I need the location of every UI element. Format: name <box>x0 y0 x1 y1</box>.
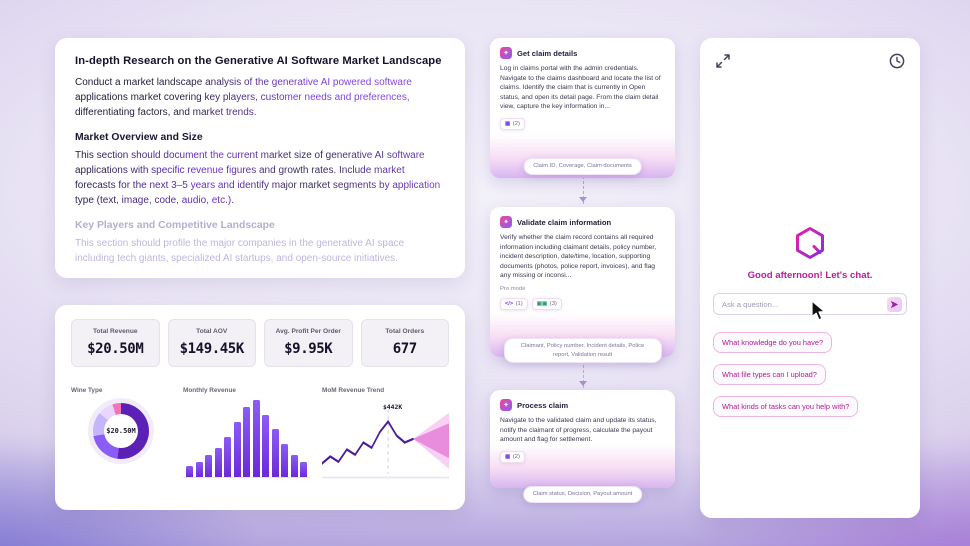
step-title: Process claim <box>517 400 569 410</box>
bar <box>290 454 298 477</box>
bar <box>195 462 203 477</box>
step-header: ✦ Process claim <box>490 390 675 416</box>
paper-plane-icon <box>890 300 899 308</box>
document-card: In-depth Research on the Generative AI S… <box>55 38 465 278</box>
code-icon: </> <box>505 300 514 307</box>
kpi-avg-profit: Avg. Profit Per Order $9.95K <box>264 319 353 367</box>
step-badges: ▦ (2) <box>490 112 675 140</box>
kpi-value: $149.45K <box>179 341 245 357</box>
donut-center-label: $20.50M <box>106 427 136 435</box>
charts-row: Wine Type $20.50M Monthly Revenue MoM Re… <box>71 387 449 491</box>
monthly-revenue-chart: Monthly Revenue <box>183 387 310 491</box>
suggestion-chip-file-types[interactable]: What file types can I upload? <box>713 364 826 385</box>
workflow-step-process-claim[interactable]: ✦ Process claim Navigate to the validate… <box>490 390 675 488</box>
step-badges: ▦ (2) <box>490 445 675 473</box>
monthly-revenue-bars <box>183 400 310 478</box>
section-heading-key-players: Key Players and Competitive Landscape <box>75 220 275 231</box>
bar <box>271 429 279 477</box>
connector-badge[interactable]: ▦ (2) <box>500 117 525 130</box>
connector-badge[interactable]: ▦ (2) <box>500 450 525 463</box>
kpi-total-orders: Total Orders 677 <box>360 319 449 367</box>
step-sparkle-icon: ✦ <box>500 216 512 228</box>
step-output-pill: Claim status, Decision, Payout amount <box>522 486 643 503</box>
mom-revenue-trend-chart: MoM Revenue Trend $442K <box>322 387 449 491</box>
kpi-row: Total Revenue $20.50M Total AOV $149.45K… <box>71 319 449 367</box>
chat-input-row <box>713 293 907 315</box>
document-intro: Conduct a market landscape analysis of t… <box>75 75 445 120</box>
workflow-step-validate-claim[interactable]: ✦ Validate claim information Verify whet… <box>490 207 675 357</box>
dashboard-card: Total Revenue $20.50M Total AOV $149.45K… <box>55 305 465 510</box>
kpi-label: Avg. Profit Per Order <box>275 328 341 335</box>
section-body-market-overview: This section should document the current… <box>75 148 445 208</box>
section-heading-market-overview: Market Overview and Size <box>75 132 203 143</box>
step-header: ✦ Get claim details <box>490 38 675 64</box>
step-title: Validate claim information <box>517 217 612 227</box>
chat-greeting: Good afternoon! Let's chat. <box>747 270 873 281</box>
trend-annotation: $442K <box>382 403 403 411</box>
bar <box>205 454 212 477</box>
step-header: ✦ Validate claim information <box>490 207 675 233</box>
bar <box>262 414 269 477</box>
workflow-step-get-claim-details[interactable]: ✦ Get claim details Log in claims portal… <box>490 38 675 178</box>
suggestion-chips: What knowledge do you have? What file ty… <box>713 332 907 428</box>
step-sparkle-icon: ✦ <box>500 399 512 411</box>
kpi-value: $20.50M <box>87 341 144 357</box>
step-description: Navigate to the validated claim and upda… <box>500 417 657 444</box>
badge-count: (1) <box>515 300 523 307</box>
bar <box>186 466 193 477</box>
bar <box>214 447 222 477</box>
bar <box>300 462 307 477</box>
chart-title: Monthly Revenue <box>183 387 236 394</box>
badge-count: (2) <box>512 453 520 460</box>
bar <box>252 400 260 477</box>
history-clock-icon[interactable] <box>888 52 906 70</box>
badge-count: (2) <box>512 120 520 127</box>
expand-icon[interactable] <box>714 52 732 70</box>
donut-wrap: $20.50M <box>71 397 171 459</box>
kpi-label: Total AOV <box>196 328 228 335</box>
step-title: Get claim details <box>517 48 578 58</box>
chart-title: MoM Revenue Trend <box>322 387 385 394</box>
step-output-pill: Claimant, Policy number, Incident detail… <box>503 338 662 364</box>
chat-question-input[interactable] <box>722 299 883 309</box>
step-badges: </> (1) ▣▣ (3) <box>490 292 675 320</box>
kpi-label: Total Orders <box>385 328 425 335</box>
kpi-total-revenue: Total Revenue $20.50M <box>71 319 160 367</box>
checks-badge[interactable]: ▣▣ (3) <box>531 297 562 310</box>
badge-count: (3) <box>549 300 557 307</box>
trend-chart-svg <box>322 409 449 479</box>
section-body-key-players: This section should profile the major co… <box>75 238 405 264</box>
kpi-label: Total Revenue <box>92 328 138 335</box>
bar <box>243 407 250 477</box>
workflow-column: ✦ Get claim details Log in claims portal… <box>490 38 675 508</box>
kpi-value: 677 <box>392 341 417 357</box>
wine-type-donut: $20.50M <box>93 403 149 459</box>
suggestion-chip-knowledge[interactable]: What knowledge do you have? <box>713 332 833 353</box>
suggestion-chip-tasks[interactable]: What kinds of tasks can you help with? <box>713 396 859 417</box>
chat-panel: Good afternoon! Let's chat. What knowled… <box>700 38 920 518</box>
step-sparkle-icon: ✦ <box>500 47 512 59</box>
chat-hero: Good afternoon! Let's chat. <box>701 225 919 281</box>
app-icon: ▦ <box>505 120 511 127</box>
checks-icon: ▣▣ <box>536 300 548 307</box>
bar <box>233 422 241 477</box>
step-output-pill: Claim ID, Coverage, Claim documents <box>523 158 642 175</box>
document-title: In-depth Research on the Generative AI S… <box>75 55 442 67</box>
kpi-total-aov: Total AOV $149.45K <box>167 319 256 367</box>
wine-type-chart: Wine Type $20.50M <box>71 387 171 491</box>
pro-mode-label: Pro mode <box>500 285 526 292</box>
chart-title: Wine Type <box>71 387 103 394</box>
step-description: Log in claims portal with the admin cred… <box>500 65 661 111</box>
bar <box>224 436 231 477</box>
bar <box>281 443 288 477</box>
send-button[interactable] <box>887 296 902 312</box>
app-icon: ▦ <box>505 453 511 460</box>
kpi-value: $9.95K <box>284 341 333 357</box>
code-badge[interactable]: </> (1) <box>500 297 528 310</box>
assistant-logo <box>796 227 824 259</box>
step-description: Verify whether the claim record contains… <box>500 234 657 280</box>
